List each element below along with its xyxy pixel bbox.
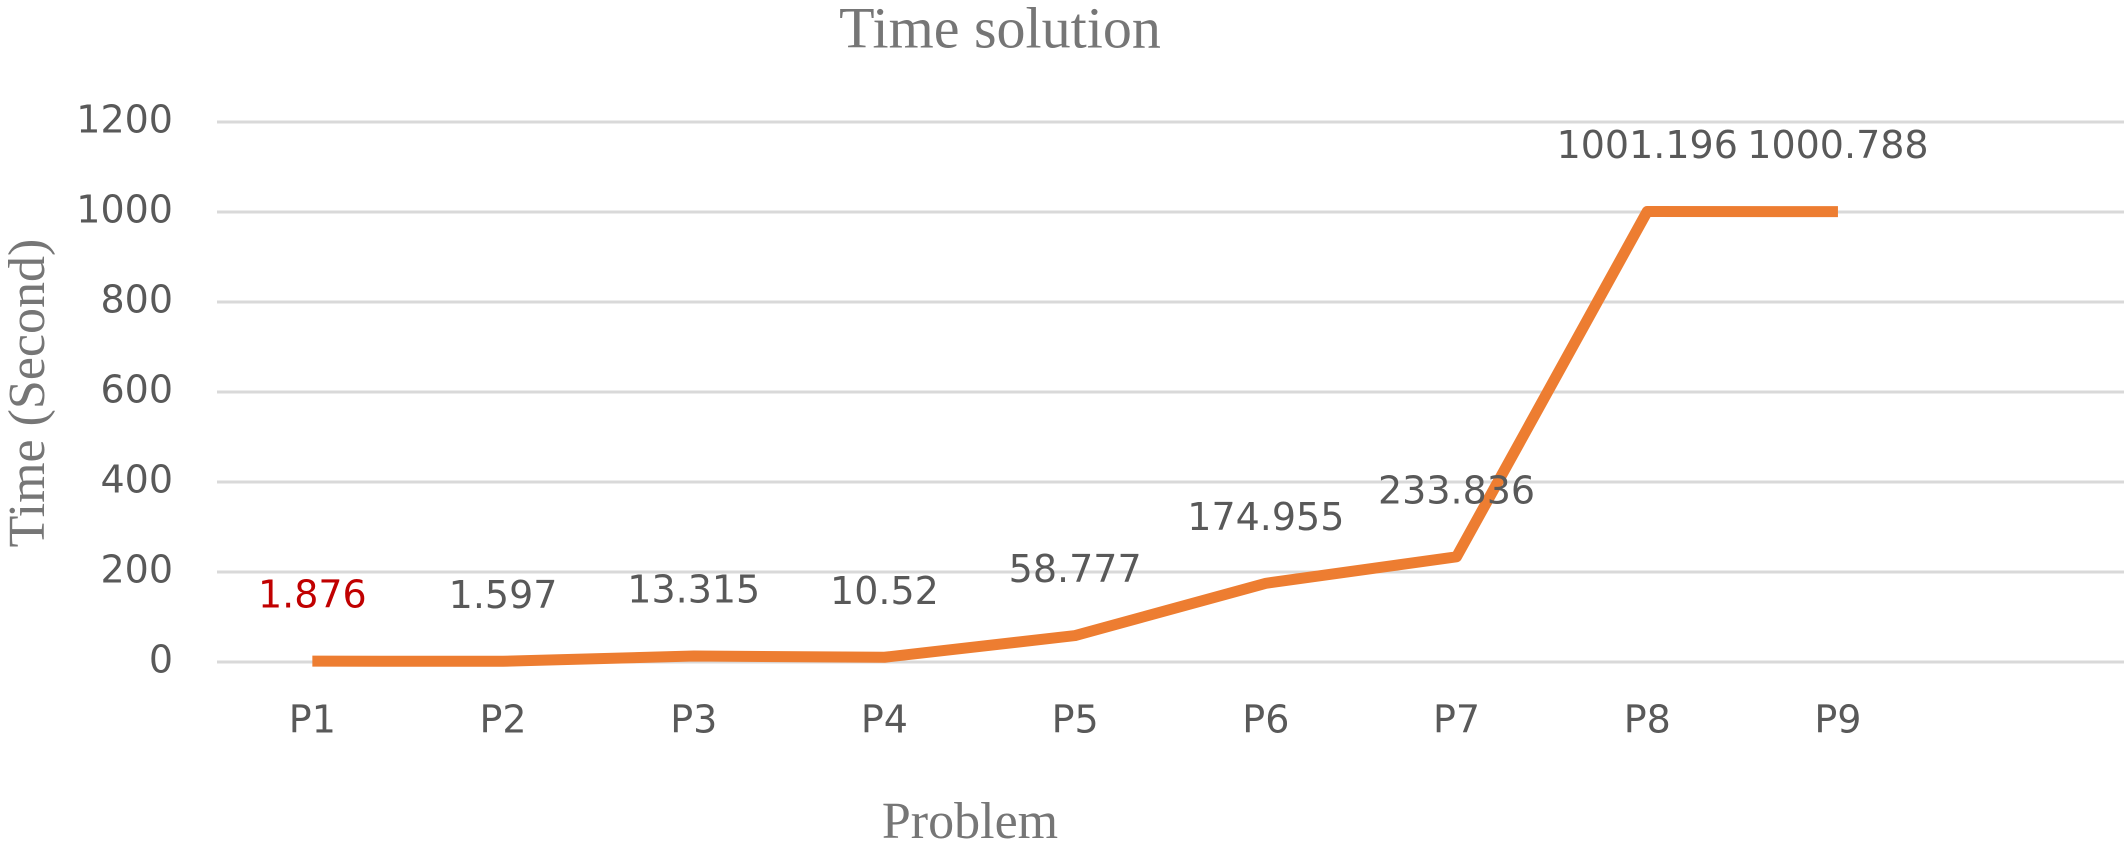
data-label: 233.836: [1378, 468, 1535, 512]
y-tick-label: 1200: [76, 98, 173, 142]
data-label: 58.777: [1009, 547, 1142, 591]
x-tick-label: P1: [289, 698, 336, 742]
y-tick-label: 800: [100, 278, 173, 322]
x-tick-label: P6: [1242, 698, 1289, 742]
data-label: 13.315: [627, 568, 760, 612]
data-label: 1.876: [258, 573, 367, 617]
x-tick-label: P3: [670, 698, 717, 742]
data-label: 1.597: [449, 573, 558, 617]
x-tick-label: P7: [1433, 698, 1480, 742]
y-tick-label: 600: [100, 368, 173, 412]
data-label: 1001.196: [1557, 123, 1738, 167]
data-line: [312, 205, 1838, 667]
x-axis-title: Problem: [882, 793, 1058, 850]
chart-title: Time solution: [839, 0, 1161, 60]
x-tick-label: P8: [1624, 698, 1671, 742]
data-label: 174.955: [1187, 495, 1344, 539]
x-tick-label: P2: [480, 698, 527, 742]
data-label: 10.52: [830, 569, 939, 613]
y-tick-label: 400: [100, 458, 173, 502]
data-label: 1000.788: [1747, 123, 1928, 167]
y-tick-label: 0: [149, 638, 173, 682]
x-tick-label: P9: [1814, 698, 1861, 742]
x-tick-label: P4: [861, 698, 908, 742]
y-tick-label: 200: [100, 548, 173, 592]
y-axis-title: Time (Second): [0, 239, 56, 548]
y-tick-label: 1000: [76, 188, 173, 232]
x-tick-label: P5: [1052, 698, 1099, 742]
